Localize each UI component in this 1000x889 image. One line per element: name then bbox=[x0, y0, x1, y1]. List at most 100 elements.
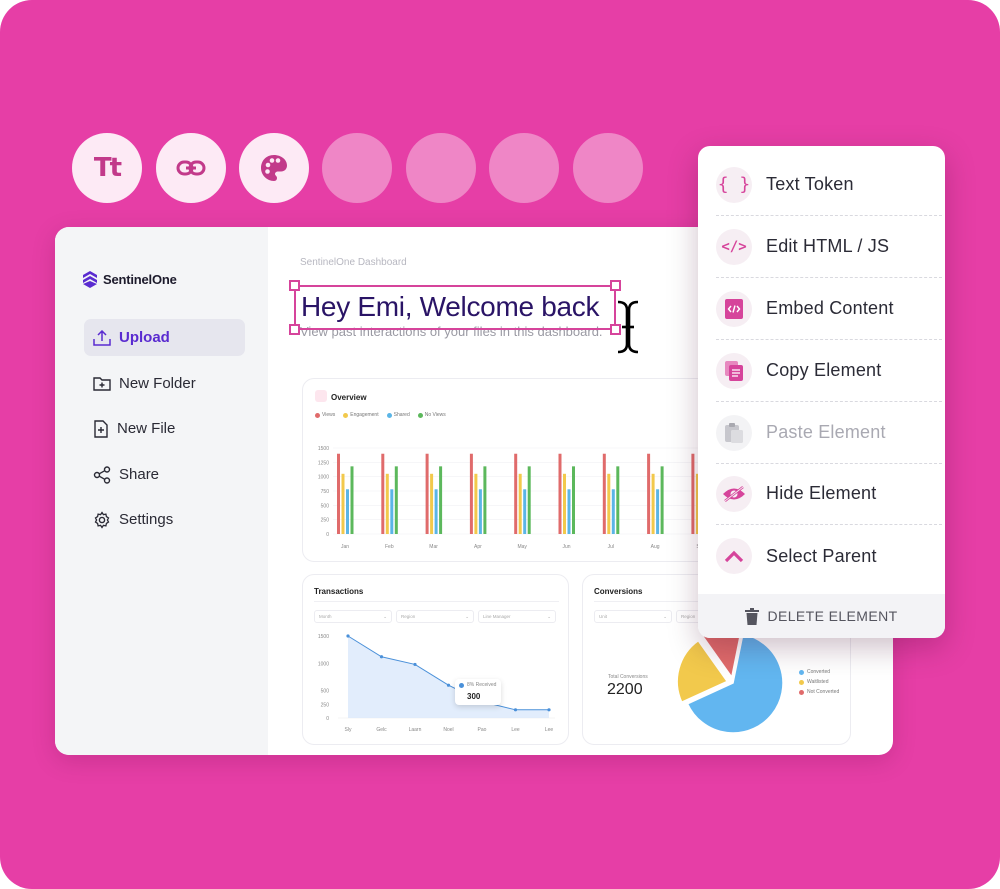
y-tick-label: 500 bbox=[321, 689, 330, 695]
x-tick-label: Pao bbox=[478, 727, 487, 733]
y-tick-label: 1500 bbox=[318, 634, 329, 640]
filter-dropdown[interactable]: Region ⌄ bbox=[396, 610, 474, 623]
bar-views bbox=[425, 453, 429, 534]
x-tick-label: Apr bbox=[474, 544, 482, 550]
menu-label: Hide Element bbox=[766, 483, 877, 503]
bar-views bbox=[602, 453, 606, 534]
menu-item-text-token[interactable]: { } Text Token bbox=[716, 154, 942, 216]
filter-dropdown[interactable]: Month ⌄ bbox=[314, 610, 392, 623]
x-tick-label: Lee bbox=[545, 727, 554, 733]
menu-item-copy-element[interactable]: Copy Element bbox=[716, 340, 942, 402]
bar-no-views bbox=[439, 466, 443, 534]
resize-handle[interactable] bbox=[289, 324, 300, 335]
bar-engagement bbox=[341, 473, 345, 534]
filter-label: Month bbox=[319, 614, 332, 619]
bar-views bbox=[514, 453, 518, 534]
resize-handle[interactable] bbox=[289, 280, 300, 291]
legend-label: Engagement bbox=[350, 412, 379, 418]
x-tick-label: Aug bbox=[651, 544, 660, 550]
menu-item-select-parent[interactable]: Select Parent bbox=[716, 525, 942, 587]
legend-item: Engagement bbox=[343, 412, 379, 418]
menu-item-embed-content[interactable]: Embed Content bbox=[716, 278, 942, 340]
legend-item: Converted bbox=[799, 669, 839, 675]
x-tick-label: Noel bbox=[443, 727, 453, 733]
y-tick-label: 1000 bbox=[318, 661, 329, 667]
legend-label: Not Converted bbox=[807, 689, 840, 695]
menu-label: Edit HTML / JS bbox=[766, 236, 890, 256]
nav-settings[interactable]: Settings bbox=[84, 501, 245, 538]
selected-headline[interactable]: Hey Emi, Welcome back bbox=[301, 291, 600, 322]
conversions-legend: Converted Waitlisted Not Converted bbox=[799, 669, 839, 695]
chevron-down-icon: ⌄ bbox=[465, 614, 469, 619]
bar-engagement bbox=[695, 473, 699, 534]
filter-dropdown[interactable]: Unit ⌄ bbox=[594, 610, 672, 623]
bar-engagement bbox=[518, 473, 522, 534]
text-style-button[interactable]: Tt bbox=[72, 133, 142, 203]
bar-shared bbox=[478, 489, 482, 534]
legend-item: No Views bbox=[417, 412, 446, 418]
x-tick-label: Laarn bbox=[409, 727, 422, 733]
data-point bbox=[547, 708, 551, 712]
pie-slice-waitlisted bbox=[676, 639, 729, 704]
nav-upload[interactable]: Upload bbox=[84, 319, 245, 356]
embed-icon bbox=[716, 290, 752, 327]
total-conversions-label: Total Conversions bbox=[608, 674, 648, 680]
y-tick-label: 0 bbox=[326, 716, 329, 722]
x-tick-label: Lee bbox=[511, 727, 520, 733]
resize-handle[interactable] bbox=[610, 280, 621, 291]
bar-views bbox=[381, 453, 385, 534]
y-tick-label: 500 bbox=[321, 503, 330, 509]
legend-swatch bbox=[799, 669, 804, 675]
brand-name: SentinelOne bbox=[103, 272, 177, 287]
color-button[interactable] bbox=[239, 133, 309, 203]
legend-item: Not Converted bbox=[799, 689, 839, 695]
sidebar: SentinelOne Upload New Folder New File S… bbox=[55, 227, 268, 755]
filter-dropdown[interactable]: Line Manager ⌄ bbox=[478, 610, 556, 623]
filter-label: Unit bbox=[599, 614, 608, 619]
nav-label: Settings bbox=[119, 511, 174, 528]
legend-item: Shared bbox=[386, 412, 410, 418]
menu-label: Text Token bbox=[766, 174, 854, 194]
legend-swatch bbox=[386, 412, 392, 418]
delete-element-button[interactable]: DELETE ELEMENT bbox=[698, 594, 945, 638]
x-tick-label: Sly bbox=[345, 727, 352, 733]
chart-tooltip: 8% Received 300 bbox=[455, 679, 501, 705]
nav-new-file[interactable]: New File bbox=[84, 410, 245, 447]
nav-share[interactable]: Share bbox=[84, 456, 245, 493]
menu-label: Copy Element bbox=[766, 360, 882, 380]
x-tick-label: Jan bbox=[341, 544, 349, 550]
bar-no-views bbox=[660, 466, 664, 534]
link-button[interactable] bbox=[156, 133, 226, 203]
menu-label: Paste Element bbox=[766, 422, 886, 442]
nav-new-folder[interactable]: New Folder bbox=[84, 365, 245, 402]
menu-item-hide-element[interactable]: Hide Element bbox=[716, 463, 942, 525]
bar-engagement bbox=[430, 473, 434, 534]
bar-engagement bbox=[474, 473, 478, 534]
menu-item-paste-element[interactable]: Paste Element bbox=[716, 402, 942, 464]
overview-legend: Views Engagement Shared No Views bbox=[315, 412, 446, 418]
legend-swatch bbox=[417, 412, 423, 418]
delete-element-label: DELETE ELEMENT bbox=[767, 608, 898, 624]
bar-shared bbox=[390, 489, 394, 534]
bar-views bbox=[691, 453, 695, 534]
legend-item: Waitlisted bbox=[799, 679, 839, 685]
menu-label: Embed Content bbox=[766, 298, 894, 318]
chevron-down-icon: ⌄ bbox=[663, 614, 667, 619]
bar-no-views bbox=[572, 466, 575, 534]
toolbar-placeholder bbox=[406, 133, 476, 203]
palette-icon bbox=[261, 155, 287, 181]
new-folder-icon bbox=[93, 377, 111, 391]
toolbar-placeholder bbox=[573, 133, 643, 203]
y-tick-label: 1500 bbox=[318, 446, 329, 452]
divider bbox=[314, 601, 559, 602]
share-icon bbox=[93, 465, 111, 484]
context-menu: { } Text Token </> Edit HTML / JS Embed … bbox=[698, 146, 945, 638]
resize-handle[interactable] bbox=[610, 324, 621, 335]
menu-item-edit-html[interactable]: </> Edit HTML / JS bbox=[716, 216, 942, 278]
x-tick-label: Mar bbox=[429, 544, 438, 550]
bar-shared bbox=[523, 489, 527, 534]
y-tick-label: 0 bbox=[326, 532, 329, 538]
text-size-icon: Tt bbox=[93, 153, 122, 183]
bar-engagement bbox=[385, 473, 389, 534]
